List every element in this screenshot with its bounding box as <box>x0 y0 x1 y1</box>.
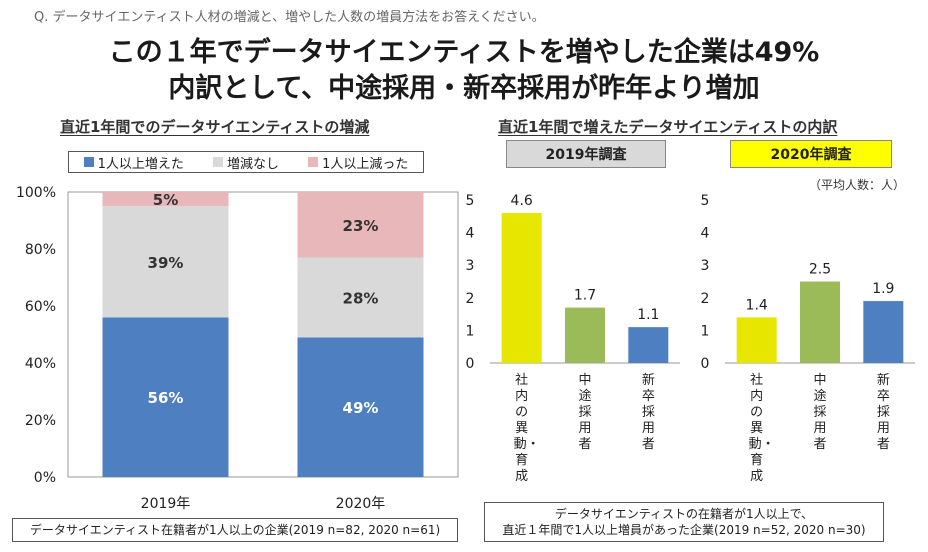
bar-segment-increased <box>297 337 424 477</box>
legend-label-unchanged: 増減なし <box>226 156 279 172</box>
x-category-label: 新卒採用者 <box>641 373 655 452</box>
y-tick-label: 1 <box>701 323 710 339</box>
y-tick-label: 4 <box>701 226 710 242</box>
y-tick-label: 60% <box>25 299 56 315</box>
legend-label-increased: 1人以上増えた <box>97 156 184 172</box>
bar <box>736 317 777 363</box>
legend-swatch-decreased <box>308 157 319 167</box>
y-tick-label: 2 <box>466 291 475 307</box>
headline-line-1: この１年でデータサイエンティストを増やした企業は49% <box>108 37 820 68</box>
bar <box>501 213 542 363</box>
x-category-label: 中途採用者 <box>578 373 592 452</box>
x-category-label: 社内の異動・育成 <box>513 373 540 484</box>
x-category-label: 2020年 <box>336 496 386 512</box>
survey-2020-label: 2020年調査 <box>730 140 892 168</box>
headline-line-2: 内訳として、中途採用・新卒採用が昨年より増加 <box>168 73 760 104</box>
y-tick-label: 3 <box>466 258 475 274</box>
bar <box>628 327 669 363</box>
survey-2019-label: 2019年調査 <box>506 140 666 168</box>
data-label-unchanged: 28% <box>343 289 379 307</box>
legend-item-decreased: 1人以上減った <box>308 153 408 172</box>
survey-2020-label-text: 2020年調査 <box>770 147 852 163</box>
data-label-decreased: 23% <box>343 217 379 235</box>
unit-note: （平均人数：人） <box>809 178 906 192</box>
data-label: 1.9 <box>872 281 894 297</box>
data-label: 4.6 <box>511 193 533 209</box>
y-tick-label: 3 <box>701 258 710 274</box>
bar-segment-unchanged <box>102 206 229 318</box>
left-sample-note: データサイエンティスト在籍者が1人以上の企業(2019 n=82, 2020 n… <box>12 518 458 542</box>
y-tick-label: 80% <box>25 242 56 258</box>
y-tick-label: 0 <box>701 356 710 372</box>
y-tick-label: 0 <box>466 356 475 372</box>
data-label-increased: 56% <box>148 389 184 407</box>
x-category-label: 中途採用者 <box>813 373 827 452</box>
y-tick-label: 4 <box>466 226 475 242</box>
y-tick-label: 0% <box>34 470 56 486</box>
bar-segment-unchanged <box>297 257 424 338</box>
legend-swatch-unchanged <box>212 157 223 167</box>
x-category-label: 2019年 <box>141 496 191 512</box>
stacked-chart-legend: 1人以上増えた 増減なし 1人以上減った <box>68 151 424 173</box>
legend-swatch-increased <box>83 157 94 167</box>
y-tick-label: 2 <box>701 291 710 307</box>
bar-segment-decreased <box>102 192 229 207</box>
legend-item-unchanged: 増減なし <box>212 153 279 172</box>
bar-segment-decreased <box>297 192 424 258</box>
bar <box>800 281 840 363</box>
right-sample-note-line-2: 直近１年間で1人以上増員があった企業(2019 n=52, 2020 n=30) <box>502 523 866 537</box>
bar-segment-increased <box>102 317 229 477</box>
y-tick-label: 20% <box>25 413 56 429</box>
bar-chart-2020: 0 1 2 3 4 5 1.4 2.5 1.9 <box>701 193 915 372</box>
data-label-unchanged: 39% <box>148 254 184 272</box>
data-label: 1.1 <box>637 307 659 323</box>
data-label: 1.4 <box>746 297 768 313</box>
x-category-label: 新卒採用者 <box>876 373 890 452</box>
legend-label-decreased: 1人以上減った <box>322 156 409 172</box>
right-section-title: 直近1年間で増えたデータサイエンティストの内訳 <box>498 118 838 136</box>
bar-chart-2019: 0 1 2 3 4 5 4.6 1.7 1.1 <box>466 193 680 372</box>
question-text: Q. データサイエンティスト人材の増減と、増やした人数の増員方法をお答えください… <box>34 10 545 25</box>
data-label: 2.5 <box>809 262 831 278</box>
bar <box>863 301 904 363</box>
data-label: 1.7 <box>574 288 596 304</box>
left-section-title: 直近1年間でのデータサイエンティストの増減 <box>60 118 370 136</box>
data-label-decreased: 5% <box>153 191 178 209</box>
bar <box>565 307 605 363</box>
plot-area-border <box>67 191 459 478</box>
x-category-label: 社内の異動・育成 <box>748 373 775 484</box>
y-tick-label: 5 <box>701 193 710 209</box>
y-tick-label: 40% <box>25 356 56 372</box>
survey-2019-label-text: 2019年調査 <box>545 147 627 163</box>
y-tick-label: 100% <box>16 185 56 201</box>
right-sample-note-line-1: データサイエンティストの在籍者が1人以上で、 <box>554 506 814 521</box>
left-sample-note-text: データサイエンティスト在籍者が1人以上の企業(2019 n=82, 2020 n… <box>29 522 441 537</box>
y-tick-label: 1 <box>466 323 475 339</box>
right-sample-note: データサイエンティストの在籍者が1人以上で、 直近１年間で1人以上増員があった企… <box>484 502 884 542</box>
y-tick-label: 5 <box>466 193 475 209</box>
legend-item-increased: 1人以上増えた <box>83 153 184 172</box>
data-label-increased: 49% <box>343 399 379 417</box>
stacked-bar-chart: 0% 20% 40% 60% 80% 100% 56% 39% 5% 2019年 49% 28% 23%… <box>16 185 459 512</box>
